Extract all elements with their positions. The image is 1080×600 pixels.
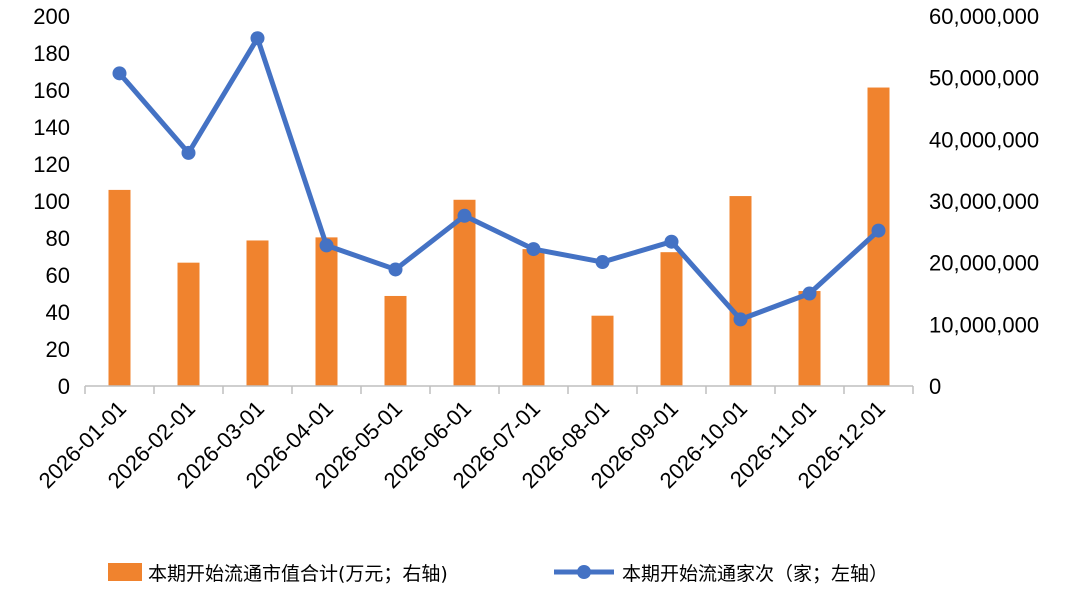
line-point-2026-06-01 [457, 208, 472, 223]
line-point-2026-02-01 [181, 145, 196, 160]
right-tick-label: 20,000,000 [929, 251, 1039, 276]
line-point-2026-01-01 [112, 66, 127, 81]
left-tick-label: 20 [46, 337, 70, 362]
left-tick-label: 100 [33, 189, 70, 214]
axes [84, 385, 914, 394]
legend-bar-swatch [108, 563, 142, 581]
line-point-2026-07-01 [526, 242, 541, 257]
legend-bar-label: 本期开始流通市值合计(万元；右轴) [148, 563, 448, 585]
left-tick-label: 180 [33, 41, 70, 66]
left-axis-ticks: 0 20 40 60 80 100 120 140 160 180 200 [33, 4, 70, 399]
legend-line-marker [577, 565, 591, 579]
bar-2026-04-01 [315, 237, 338, 386]
x-axis-ticks: 2026-01-012026-02-012026-03-012026-04-01… [34, 396, 890, 493]
bar-2026-05-01 [384, 295, 407, 386]
bar-2026-08-01 [591, 315, 614, 386]
right-axis-ticks: 0 10,000,000 20,000,000 30,000,000 40,000,00… [929, 4, 1039, 399]
line-point-2026-08-01 [595, 255, 610, 270]
bar-2026-09-01 [660, 252, 683, 386]
bar-series [108, 87, 890, 387]
left-tick-label: 200 [33, 4, 70, 29]
left-tick-label: 0 [58, 374, 70, 399]
line-path [117, 35, 881, 322]
bar-2026-07-01 [522, 249, 545, 386]
bar-2026-01-01 [108, 189, 131, 386]
legend: 本期开始流通市值合计(万元；右轴) 本期开始流通家次（家；左轴） [108, 563, 888, 585]
legend-line-label: 本期开始流通家次（家；左轴） [622, 563, 888, 585]
right-tick-label: 50,000,000 [929, 66, 1039, 91]
bar-2026-03-01 [246, 240, 269, 386]
bar-2026-06-01 [453, 199, 476, 386]
bar-2026-02-01 [177, 262, 200, 386]
left-tick-label: 80 [46, 226, 70, 251]
left-tick-label: 160 [33, 78, 70, 103]
line-point-2026-11-01 [802, 286, 817, 301]
left-tick-label: 60 [46, 263, 70, 288]
bar-2026-10-01 [729, 196, 752, 386]
right-tick-label: 0 [929, 374, 941, 399]
right-tick-label: 30,000,000 [929, 189, 1039, 214]
left-tick-label: 140 [33, 115, 70, 140]
line-point-2026-09-01 [664, 234, 679, 249]
right-tick-label: 10,000,000 [929, 312, 1039, 337]
line-point-2026-10-01 [733, 312, 748, 327]
right-tick-label: 60,000,000 [929, 4, 1039, 29]
line-point-2026-03-01 [250, 31, 265, 46]
line-point-2026-12-01 [871, 223, 886, 238]
line-point-2026-04-01 [319, 238, 334, 253]
bar-2026-11-01 [798, 291, 821, 386]
line-point-2026-05-01 [388, 262, 403, 277]
right-tick-label: 40,000,000 [929, 127, 1039, 152]
left-tick-label: 40 [46, 300, 70, 325]
left-tick-label: 120 [33, 152, 70, 177]
line-series [112, 31, 886, 327]
